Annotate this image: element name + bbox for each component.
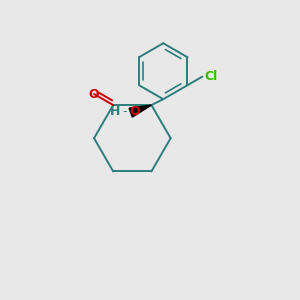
Text: O: O [129,105,140,118]
Text: O: O [89,88,99,100]
Polygon shape [129,105,152,117]
Text: Cl: Cl [205,70,218,83]
Text: -: - [122,105,127,118]
Text: H: H [110,105,120,118]
